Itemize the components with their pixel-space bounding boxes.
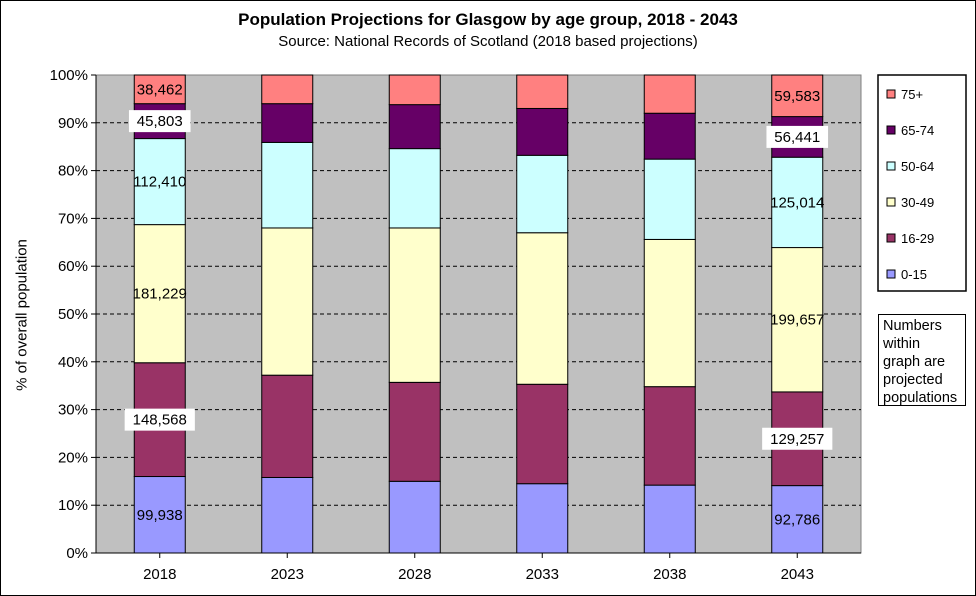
bar-segment [516, 154, 569, 234]
bar-segment [643, 484, 696, 554]
bar-segment [133, 74, 186, 105]
y-tick-label: 0% [66, 545, 88, 562]
data-label: 129,257 [770, 431, 824, 448]
x-tick-label: 2023 [271, 566, 304, 583]
bar-segment [261, 374, 314, 478]
bar-segment [261, 74, 314, 105]
x-tick-label: 2038 [653, 566, 686, 583]
legend-label: 75+ [901, 87, 923, 102]
note-line: projected [883, 372, 943, 388]
note-box: Numbers within graph are projected popul… [878, 314, 966, 406]
legend-swatch [886, 125, 896, 135]
data-label: 38,462 [137, 81, 183, 98]
legend-label: 30-49 [901, 195, 934, 210]
x-tick-label: 2033 [526, 566, 559, 583]
legend-swatch [886, 197, 896, 207]
x-tick-label: 2043 [781, 566, 814, 583]
bar-segment [261, 227, 314, 376]
legend-swatch [886, 89, 896, 99]
bar-segment [516, 483, 569, 554]
data-label: 148,568 [133, 412, 187, 429]
y-tick-label: 10% [58, 497, 88, 514]
bar-segment [388, 148, 441, 229]
note-line: within [883, 336, 921, 352]
legend-box [877, 74, 967, 292]
bar-segment [643, 158, 696, 240]
bar-segment [516, 107, 569, 156]
data-label-box [762, 427, 833, 450]
data-label: 181,229 [133, 286, 187, 303]
y-tick-label: 80% [58, 163, 88, 180]
chart-title: Population Projections for Glasgow by ag… [238, 10, 738, 29]
bar-segment [643, 386, 696, 486]
bar-segment [516, 74, 569, 109]
bar-segment [388, 227, 441, 383]
data-label: 45,803 [137, 113, 183, 130]
bar-segment [516, 232, 569, 385]
note-line: graph are [883, 354, 946, 370]
y-tick-label: 20% [58, 449, 88, 466]
chart-subtitle: Source: National Records of Scotland (20… [278, 33, 698, 50]
note-line: populations [883, 390, 958, 406]
data-label-box [124, 408, 195, 431]
data-label: 125,014 [770, 194, 824, 211]
x-tick-label: 2028 [398, 566, 431, 583]
bar-segment [643, 238, 696, 388]
bar-segment [771, 74, 824, 118]
bar-segment [643, 112, 696, 160]
bar-segment [261, 476, 314, 554]
y-tick-label: 50% [58, 306, 88, 323]
legend-label: 50-64 [901, 159, 934, 174]
y-tick-label: 90% [58, 115, 88, 132]
data-label: 112,410 [133, 174, 186, 191]
bar-segment [133, 224, 186, 364]
bar-segment [643, 74, 696, 114]
bar-segment [388, 74, 441, 106]
legend-label: 65-74 [901, 123, 934, 138]
legend-label: 16-29 [901, 231, 934, 246]
data-label-box [766, 125, 829, 148]
data-label: 56,441 [774, 129, 820, 146]
y-tick-label: 70% [58, 210, 88, 227]
data-label-box [128, 110, 191, 133]
legend-swatch [886, 233, 896, 243]
data-label: 59,583 [774, 88, 820, 105]
note-line: Numbers [883, 318, 942, 334]
bar-segment [133, 476, 186, 554]
y-tick-label: 100% [50, 67, 88, 84]
legend-swatch [886, 269, 896, 279]
legend-label: 0-15 [901, 267, 927, 282]
data-label: 99,938 [137, 507, 183, 524]
data-label: 92,786 [774, 511, 820, 528]
y-tick-label: 40% [58, 354, 88, 371]
bar-segment [261, 103, 314, 143]
bar-segment [388, 480, 441, 554]
legend-swatch [886, 161, 896, 171]
bar-segment [388, 381, 441, 482]
bar-segment [261, 141, 314, 229]
x-tick-label: 2018 [143, 566, 176, 583]
data-label: 199,657 [770, 312, 824, 329]
bar-segment [516, 383, 569, 485]
y-tick-label: 30% [58, 402, 88, 419]
y-tick-label: 60% [58, 258, 88, 275]
bar-segment [388, 104, 441, 150]
